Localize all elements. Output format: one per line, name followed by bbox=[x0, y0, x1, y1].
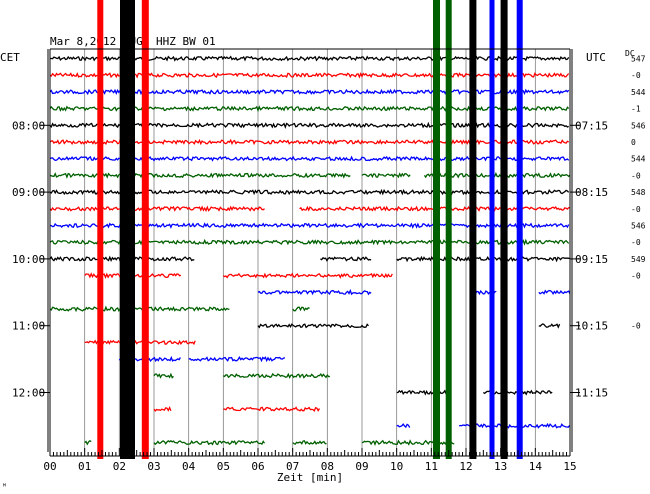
x-tick-label: 03 bbox=[147, 460, 160, 473]
dc-label: DC bbox=[625, 49, 635, 58]
trace-segment bbox=[49, 138, 570, 146]
trace-segment bbox=[84, 439, 92, 446]
dc-offset-value: 544 bbox=[631, 155, 646, 164]
trace-segment bbox=[153, 372, 174, 379]
dc-offset-value: -0 bbox=[631, 205, 641, 214]
trace-segment bbox=[396, 423, 411, 429]
x-tick-label: 15 bbox=[563, 460, 576, 473]
x-tick-label: 10 bbox=[390, 460, 403, 473]
trace-segment bbox=[153, 405, 172, 412]
quake-band bbox=[445, 0, 452, 459]
quake-band bbox=[433, 0, 440, 459]
dc-offset-value: -0 bbox=[631, 71, 641, 80]
trace-segment bbox=[257, 323, 369, 329]
dc-offset-value: -0 bbox=[631, 171, 641, 180]
x-tick-label: 04 bbox=[182, 460, 196, 473]
trace-segment bbox=[49, 205, 265, 213]
right-time-label: 09:15 bbox=[575, 253, 608, 266]
dc-offset-value: 547 bbox=[631, 55, 646, 64]
trace-segment bbox=[49, 188, 570, 196]
right-time-label: 11:15 bbox=[575, 387, 608, 400]
x-axis-label: Zeit [min] bbox=[277, 471, 343, 484]
corner-mark: ᴹ bbox=[2, 482, 7, 491]
dc-offset-value: 546 bbox=[631, 222, 646, 231]
dc-offset-value: -0 bbox=[631, 272, 641, 281]
trace-segment bbox=[222, 272, 393, 279]
trace-segment bbox=[153, 439, 266, 446]
left-time-label: 11:00 bbox=[12, 320, 45, 333]
trace-segment bbox=[257, 288, 372, 296]
trace-segment bbox=[361, 439, 455, 447]
dc-offset-value: 544 bbox=[631, 88, 646, 97]
trace-segment bbox=[49, 105, 570, 113]
dc-offset-value: 0 bbox=[631, 138, 636, 147]
dc-offset-value: -0 bbox=[631, 322, 641, 331]
quake-band bbox=[469, 0, 477, 459]
quake-band bbox=[97, 0, 104, 459]
quake-band bbox=[489, 0, 495, 459]
trace-segment bbox=[223, 406, 321, 413]
x-tick-label: 12 bbox=[459, 460, 472, 473]
x-tick-label: 05 bbox=[217, 460, 230, 473]
left-time-label: 08:00 bbox=[12, 119, 45, 132]
quake-band bbox=[500, 0, 508, 459]
trace-segment bbox=[49, 172, 351, 179]
left-time-label: 12:00 bbox=[12, 387, 45, 400]
left-time-label: 10:00 bbox=[12, 253, 45, 266]
x-tick-label: 07 bbox=[286, 460, 299, 473]
dc-offset-value: -0 bbox=[631, 238, 641, 247]
quake-band bbox=[141, 0, 149, 459]
axis-labels: 00 01 02 03 04 05 06 07 08 09 10 11 12 13 14 15 08:00 09:… bbox=[12, 55, 646, 474]
x-tick-label: 08 bbox=[321, 460, 334, 473]
trace-segment bbox=[320, 256, 372, 262]
plot-frame bbox=[47, 48, 573, 457]
trace-segment bbox=[49, 88, 570, 96]
trace-segment bbox=[49, 155, 570, 162]
dc-offset-value: 549 bbox=[631, 255, 646, 264]
left-time-label: 09:00 bbox=[12, 186, 45, 199]
quake-band bbox=[120, 0, 129, 459]
dc-offset-value: 548 bbox=[631, 188, 646, 197]
trace-segment bbox=[49, 305, 230, 313]
trace-segment bbox=[396, 255, 570, 263]
x-tick-label: 02 bbox=[113, 460, 126, 473]
trace-segment bbox=[292, 306, 310, 312]
trace-segment bbox=[538, 323, 561, 329]
trace-segment bbox=[458, 422, 571, 429]
left-timezone-label: CET bbox=[0, 51, 20, 64]
x-tick-label: 11 bbox=[425, 460, 438, 473]
right-time-label: 08:15 bbox=[575, 186, 608, 199]
trace-segment bbox=[188, 356, 286, 363]
trace-segment bbox=[538, 289, 571, 296]
trace-segment bbox=[223, 372, 330, 379]
x-tick-label: 09 bbox=[355, 460, 368, 473]
x-tick-label: 13 bbox=[494, 460, 507, 473]
trace-segment bbox=[49, 71, 570, 79]
trace-segment bbox=[49, 238, 570, 246]
trace-segment bbox=[49, 121, 569, 129]
right-time-label: 10:15 bbox=[575, 320, 608, 333]
trace-segment bbox=[361, 172, 411, 179]
dc-offset-value: -1 bbox=[631, 105, 641, 114]
trace-segment bbox=[49, 222, 570, 229]
x-tick-label: 06 bbox=[251, 460, 264, 473]
quake-band bbox=[516, 0, 523, 459]
trace-segment bbox=[50, 55, 570, 62]
right-time-label: 07:15 bbox=[575, 119, 608, 132]
x-tick-label: 14 bbox=[529, 460, 543, 473]
right-timezone-label: UTC bbox=[586, 51, 606, 64]
dc-offset-value: 546 bbox=[631, 121, 646, 130]
earthquake-bands bbox=[97, 0, 523, 459]
x-tick-label: 01 bbox=[78, 460, 91, 473]
x-tick-label: 00 bbox=[43, 460, 56, 473]
trace-segment bbox=[292, 440, 327, 446]
quake-band bbox=[128, 0, 135, 459]
